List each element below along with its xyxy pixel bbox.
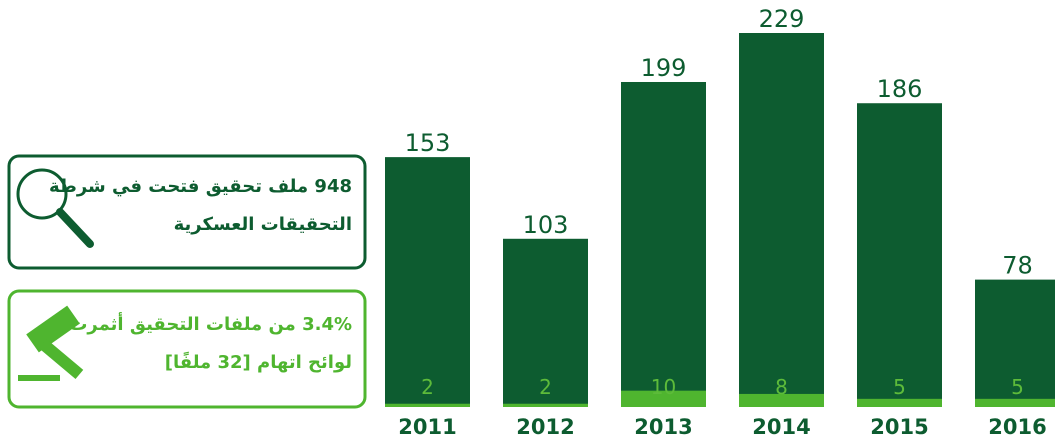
year-label: 2013 [634, 415, 692, 439]
total-bar [739, 33, 824, 407]
box-frame [7, 289, 367, 409]
box-text: التحقيقات العسكرية [174, 214, 352, 235]
year-label: 2016 [988, 415, 1046, 439]
total-bar [503, 238, 588, 407]
year-label: 2015 [870, 415, 928, 439]
total-bar [975, 279, 1055, 407]
magnifier-handle [56, 208, 94, 248]
year-label: 2014 [752, 415, 810, 439]
gavel-icon [18, 305, 84, 381]
total-label: 78 [1002, 252, 1033, 280]
total-label: 153 [405, 129, 451, 157]
indicted-label: 5 [893, 375, 906, 399]
total-label: 229 [759, 5, 805, 33]
box-text: 3.4% من ملفات التحقيق أثمرت [69, 312, 352, 335]
indicted-label: 8 [775, 375, 788, 399]
indicted-bar [857, 398, 942, 407]
box-text: 948 ملف تحقيق فتحت في شرطة [49, 176, 352, 197]
indicted-bar [385, 403, 470, 407]
indicted-bar [503, 403, 588, 407]
total-label: 103 [523, 211, 569, 239]
box-2-decor [7, 289, 367, 409]
indicted-label: 5 [1011, 375, 1024, 399]
total-label: 199 [641, 54, 687, 82]
total-label: 186 [877, 75, 923, 103]
year-label: 2012 [516, 415, 574, 439]
indicted-bar [621, 390, 706, 407]
total-bar [621, 81, 706, 407]
indicted-bar [975, 398, 1055, 407]
indicted-label: 10 [651, 375, 676, 399]
total-bar [385, 157, 470, 407]
magnifier-icon [16, 168, 68, 220]
indicted-label: 2 [421, 375, 434, 399]
box-text: لوائح اتهام [32 ملفًا] [165, 351, 352, 373]
indicted-bar [739, 393, 824, 407]
total-bar [857, 103, 942, 407]
box-frame [7, 154, 367, 270]
year-label: 2011 [398, 415, 456, 439]
box-1-decor [7, 154, 367, 270]
indicted-label: 2 [539, 375, 552, 399]
